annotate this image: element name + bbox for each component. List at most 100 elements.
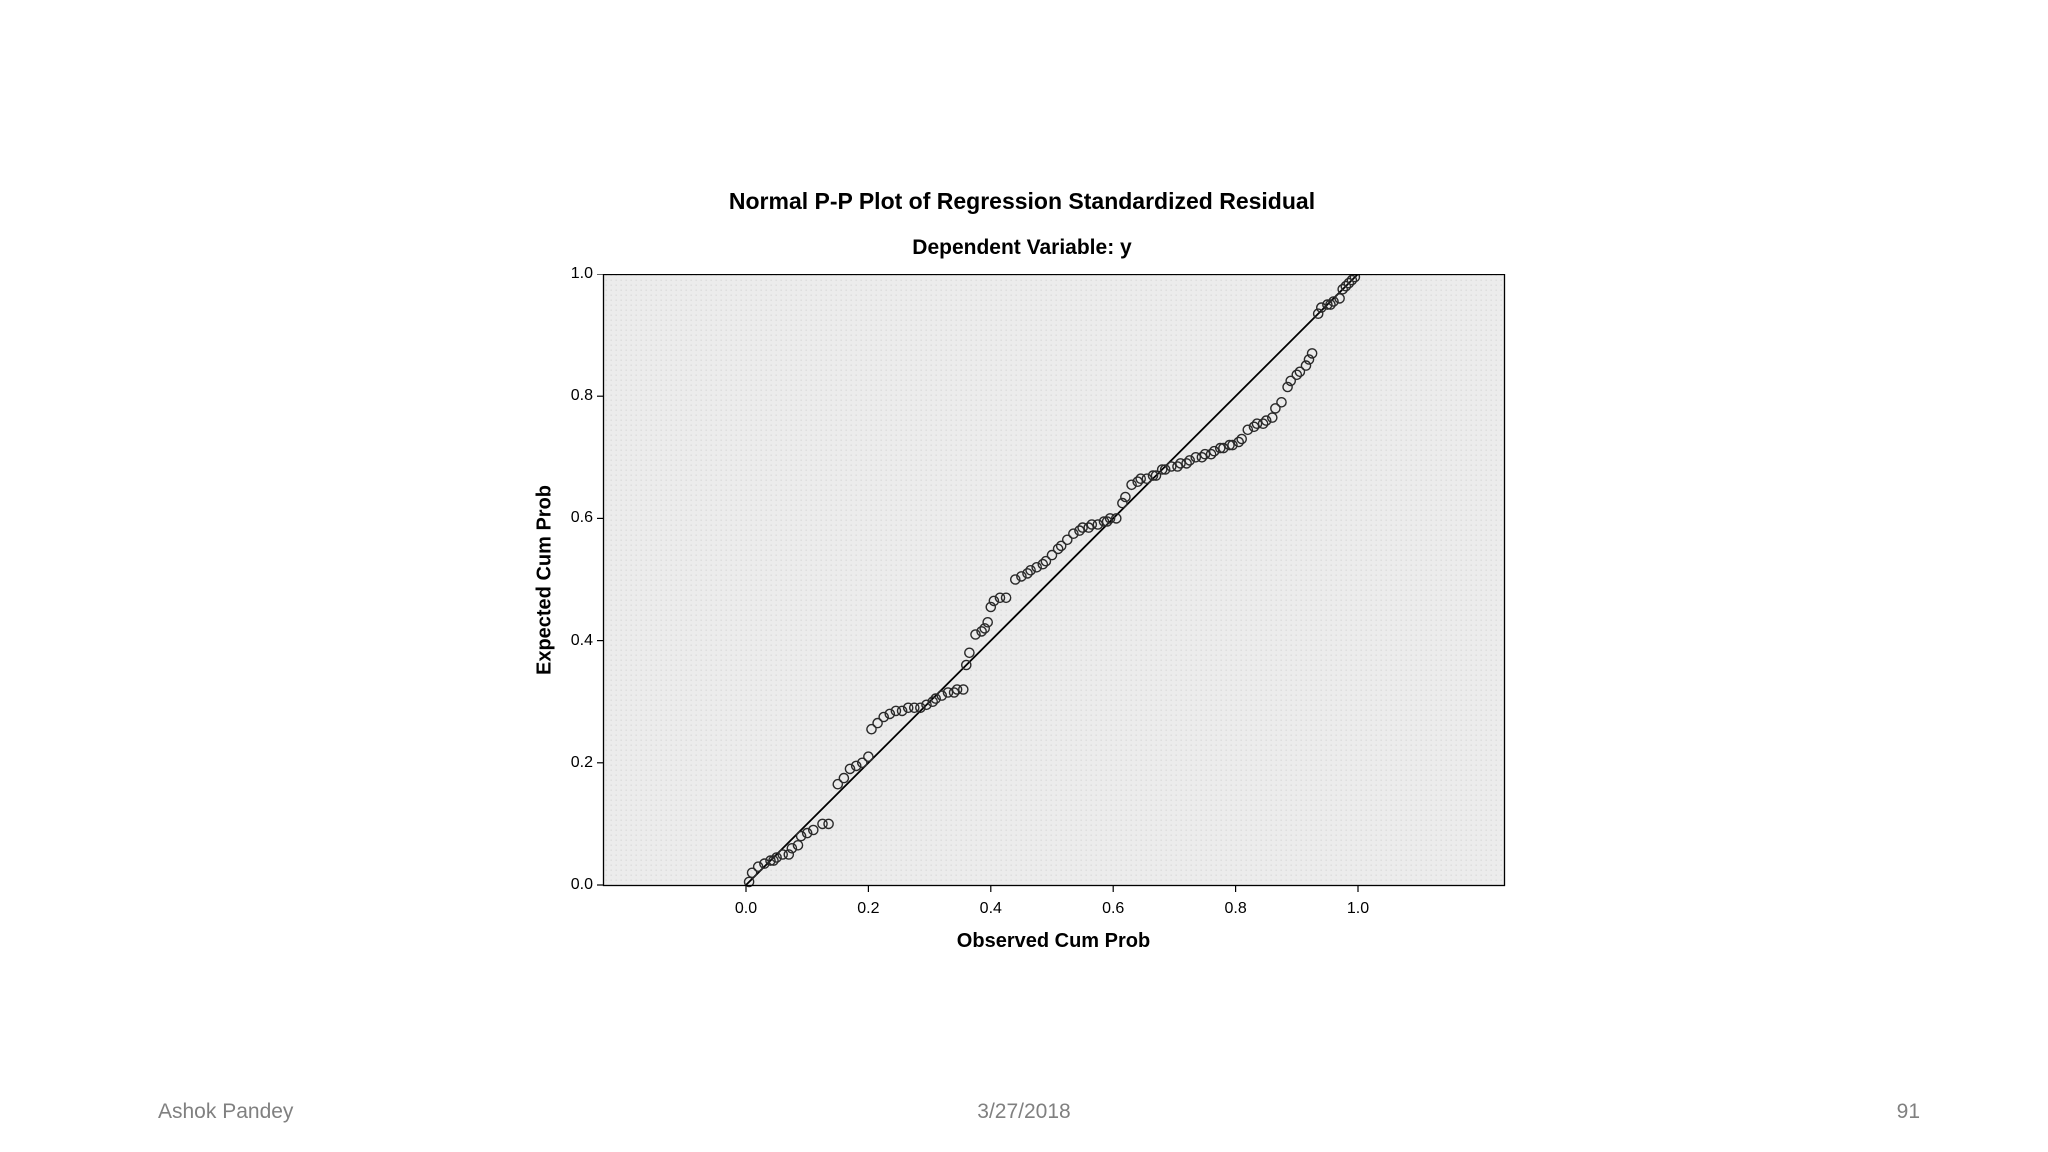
data-point-marker	[1022, 568, 1033, 579]
data-point-marker	[1086, 519, 1098, 530]
data-point-marker	[1328, 296, 1339, 307]
chart-subtitle: Dependent Variable: y	[912, 236, 1132, 259]
data-point-marker	[1135, 473, 1147, 484]
data-point-marker	[1159, 464, 1171, 475]
data-point-marker	[1166, 461, 1177, 472]
data-point-marker	[856, 757, 868, 769]
data-point-marker	[1132, 476, 1144, 487]
data-point-marker	[1016, 571, 1027, 582]
data-point-marker	[1251, 418, 1263, 429]
data-point-marker	[1172, 461, 1183, 472]
data-point-marker	[896, 705, 908, 717]
axis-ticks	[597, 274, 1359, 892]
data-point-marker	[1294, 366, 1306, 378]
x-tick-label: 0.8	[1224, 900, 1247, 917]
data-point-marker	[844, 763, 856, 775]
data-point-marker	[1303, 354, 1315, 365]
data-point-marker	[1077, 522, 1088, 533]
data-point-marker	[927, 696, 939, 708]
data-point-marker	[1343, 277, 1355, 289]
data-point-marker	[823, 818, 834, 830]
data-point-marker	[982, 616, 994, 628]
data-point-marker	[1306, 348, 1318, 359]
slide-footer: Ashok Pandey 3/27/2018 91	[0, 1100, 2048, 1136]
data-point-marker	[759, 858, 770, 869]
x-axis-title: Observed Cum Prob	[956, 930, 1151, 952]
data-point-marker	[1248, 421, 1260, 433]
data-point-marker	[1282, 381, 1293, 393]
data-point-marker	[1046, 549, 1058, 561]
data-point-marker	[1236, 433, 1248, 445]
data-point-marker	[850, 760, 862, 772]
footer-date: 3/27/2018	[977, 1100, 1071, 1123]
data-point-marker	[1267, 412, 1278, 423]
data-point-marker	[884, 708, 896, 720]
data-point-marker	[1184, 455, 1196, 466]
data-point-marker	[970, 629, 981, 640]
data-point-marker	[1141, 473, 1153, 484]
data-point-marker	[902, 702, 914, 714]
data-point-marker	[1227, 439, 1238, 451]
x-tick-label: 0.4	[979, 900, 1002, 917]
data-point-marker	[948, 687, 960, 698]
data-point-marker	[1291, 369, 1303, 381]
data-point-marker	[1233, 436, 1245, 448]
data-point-marker	[1325, 299, 1336, 310]
data-point-marker	[1098, 516, 1110, 527]
data-point-marker	[1340, 280, 1352, 292]
data-point-marker	[795, 830, 807, 842]
data-point-marker	[1322, 299, 1333, 310]
data-point-marker	[783, 849, 795, 860]
data-point-marker	[817, 818, 828, 830]
x-tick-label: 0.6	[1102, 900, 1125, 917]
data-point-marker	[878, 711, 890, 723]
data-point-marker	[1257, 418, 1269, 429]
data-point-marker	[1101, 516, 1113, 527]
data-point-marker	[1300, 360, 1312, 371]
data-point-marker	[1196, 451, 1208, 463]
data-point-marker	[1208, 445, 1220, 457]
scatter-points	[743, 274, 1361, 888]
data-point-marker	[786, 843, 798, 854]
data-point-marker	[1337, 284, 1349, 295]
data-point-marker	[1009, 574, 1021, 585]
data-point-marker	[1181, 458, 1192, 469]
data-point-marker	[1147, 470, 1159, 481]
data-point-marker	[1150, 470, 1162, 481]
diagonal-reference-line	[745, 274, 1359, 886]
data-point-marker	[921, 699, 932, 711]
data-point-marker	[1111, 513, 1122, 524]
data-point-marker	[1334, 293, 1345, 304]
data-point-marker	[1040, 555, 1052, 567]
data-point-marker	[792, 840, 804, 851]
data-point-marker	[777, 849, 788, 860]
data-point-marker	[960, 659, 972, 671]
data-point-marker	[1316, 302, 1327, 313]
data-point-marker	[890, 705, 902, 717]
data-point-marker	[801, 827, 813, 839]
footer-page-number: 91	[1896, 1100, 1920, 1123]
x-tick-label: 1.0	[1346, 900, 1370, 917]
data-point-marker	[1218, 442, 1229, 454]
data-point-marker	[1270, 403, 1281, 414]
x-tick-label: 0.0	[734, 900, 758, 917]
data-point-marker	[807, 824, 819, 836]
data-point-marker	[1190, 451, 1202, 463]
data-point-marker	[957, 684, 969, 695]
data-point-marker	[1346, 274, 1358, 286]
data-point-marker	[930, 693, 942, 704]
data-point-marker	[1215, 442, 1226, 454]
data-point-marker	[1083, 522, 1095, 533]
plot-background	[603, 274, 1505, 886]
data-point-marker	[1092, 519, 1104, 530]
data-point-marker	[1205, 448, 1217, 460]
data-point-marker	[1156, 464, 1168, 475]
pp-plot-area	[597, 274, 1506, 892]
data-point-marker	[1126, 479, 1137, 491]
data-point-marker	[1175, 458, 1186, 469]
data-point-marker	[976, 626, 987, 637]
data-point-marker	[1260, 415, 1272, 426]
data-point-marker	[863, 751, 874, 763]
data-point-marker	[1055, 540, 1067, 552]
